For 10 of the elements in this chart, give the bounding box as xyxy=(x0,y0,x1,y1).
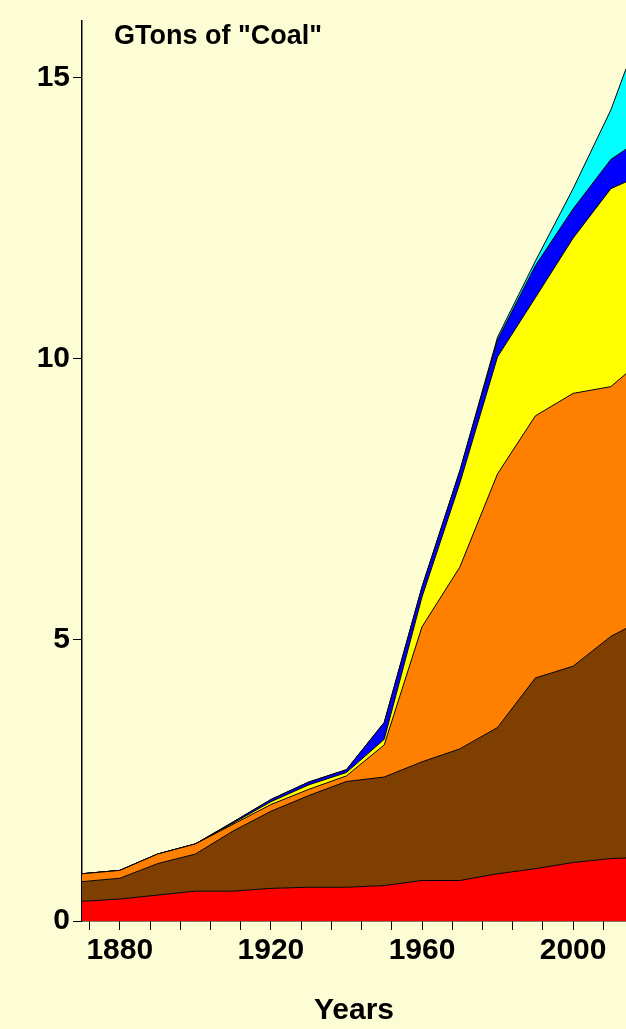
x-tick-label: 1880 xyxy=(86,932,154,966)
x-tick-label: 1920 xyxy=(237,932,305,966)
x-tick-label: 2000 xyxy=(539,932,607,966)
y-tick-label: 10 xyxy=(36,339,70,373)
y-tick-label: 5 xyxy=(53,621,70,655)
y-tick-label: 0 xyxy=(53,902,70,936)
chart-title: GTons of "Coal" xyxy=(114,19,323,50)
x-tick-label: 1960 xyxy=(388,932,456,966)
x-axis-title: Years xyxy=(313,992,395,1026)
y-tick-label: 15 xyxy=(36,58,70,92)
